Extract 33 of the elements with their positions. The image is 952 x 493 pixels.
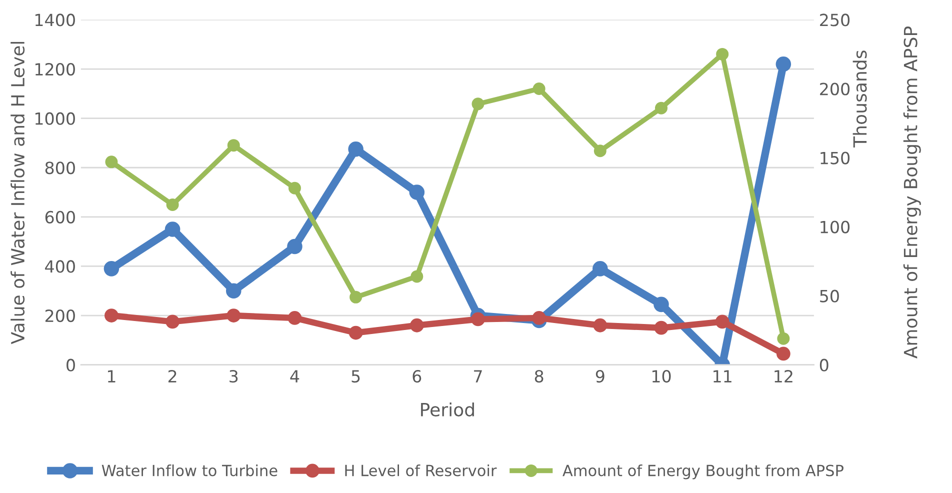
y-tick-label: 1400 [35,14,75,26]
y-tick-label: 1200 [35,62,75,76]
y-tick-label: 600 [45,210,75,224]
legend-label: Water Inflow to Turbine [102,464,278,476]
text: Thousands [852,50,867,148]
x-tick-label: 4 [290,370,300,382]
y2-tick-label: 50 [820,290,839,302]
x-tick-label: 3 [230,370,238,383]
y2-axis-title: Amount of Energy Bought from APSP [903,26,921,358]
x-tick-label: 11 [714,370,732,382]
y-tick-label: 0 [66,358,75,372]
y-tick-label: 800 [45,162,75,174]
legend-label: H Level of Reservoir [345,464,497,476]
y2-tick-label: 100 [820,220,850,234]
x-tick-label: 1 [108,370,116,382]
y2-tick-label: 0 [820,358,828,372]
x-tick-label: 12 [774,370,792,382]
x-tick-label: 7 [474,370,482,382]
x-tick-label: 9 [596,370,604,383]
x-tick-label: 10 [652,370,671,383]
legend-label: Amount of Energy Bought from APSP [562,464,844,480]
y-tick-label: 1000 [35,112,75,125]
x-tick-label: 8 [534,370,544,383]
y2-tick-label: 150 [820,152,850,164]
y-tick-label: 200 [45,309,75,322]
x-tick-label: 2 [168,370,176,382]
x-axis-title: Period [421,402,474,416]
y2-tick-label: 200 [820,82,850,96]
x-tick-label: 6 [412,370,422,383]
y-axis-title: Value of Water Inflow and H Level [10,42,25,344]
y-tick-label: 400 [45,260,75,273]
y2-tick-label: 250 [820,14,850,26]
x-tick-label: 5 [352,370,360,383]
